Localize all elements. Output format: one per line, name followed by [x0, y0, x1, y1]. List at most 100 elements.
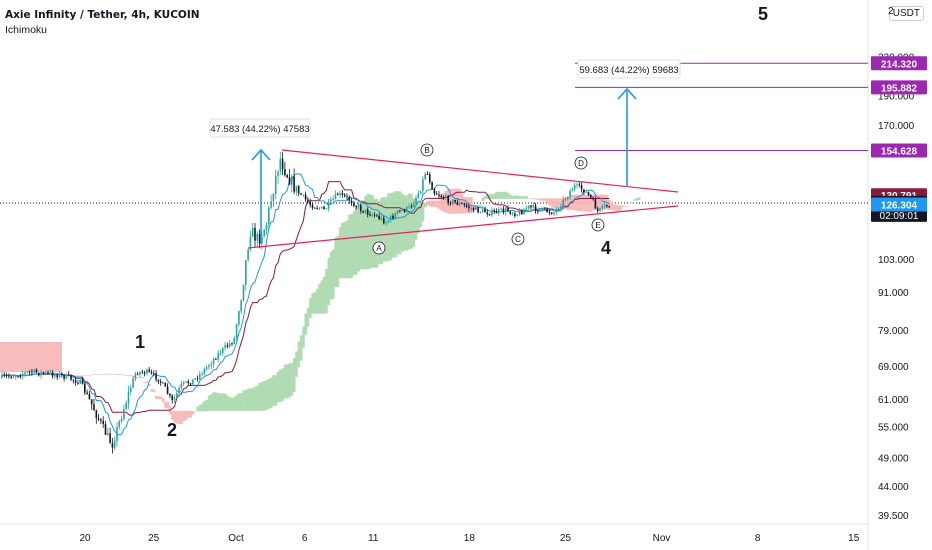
cloud-segment: [585, 194, 588, 212]
cloud-segment: [336, 236, 340, 288]
currency-selector[interactable]: USDT: [888, 6, 924, 21]
cloud-segment: [141, 377, 144, 379]
candle-body: [373, 214, 376, 216]
candle-body: [509, 211, 512, 214]
candle-body: [465, 205, 468, 207]
cloud-segment: [373, 199, 377, 268]
cloud-segment: [203, 400, 206, 412]
cloud-segment: [122, 374, 126, 376]
cloud-segment: [391, 192, 395, 258]
wave-label: 5: [758, 4, 768, 24]
cloud-segment: [85, 375, 89, 376]
candle-body: [534, 205, 537, 212]
time-axis[interactable]: 20 25 Oct 6 11 18 25 Nov 8 15: [79, 533, 859, 544]
candle-body: [429, 174, 431, 183]
candle-body: [187, 381, 190, 384]
wave-label: 1: [135, 332, 145, 352]
indicator-label[interactable]: Ichimoku: [5, 24, 48, 36]
candle-body: [233, 337, 236, 344]
candle-body: [346, 196, 348, 198]
cloud-segment: [499, 191, 503, 199]
cloud-segment: [573, 194, 577, 211]
candle-body: [603, 204, 606, 206]
candle-body: [403, 210, 406, 212]
cloud-segment: [233, 396, 236, 411]
candle-body: [516, 214, 518, 216]
candle-body: [61, 373, 63, 375]
candle-body: [350, 200, 353, 204]
price-axis[interactable]: 39.500 44.000 49.000 55.000 61.000 69.000 79.0…: [871, 6, 927, 522]
candle-body: [77, 382, 79, 384]
cloud-segment: [299, 335, 303, 361]
candle-body: [355, 206, 357, 207]
candle-body: [523, 209, 525, 215]
cloud-segment: [608, 199, 611, 210]
cloud-segment: [191, 410, 195, 415]
candle-body: [26, 371, 29, 373]
cloud-segment: [237, 393, 241, 411]
candle-body: [380, 217, 383, 220]
drawings[interactable]: [247, 62, 868, 249]
cloud-segment: [212, 392, 216, 411]
candle-body: [268, 207, 270, 225]
candle-body: [587, 191, 590, 196]
measure-label-2: 59.683 (44.22%) 59683: [579, 65, 678, 76]
candle-body: [180, 383, 183, 389]
cloud-segment: [534, 198, 538, 200]
candle-body: [438, 194, 440, 197]
candle-body: [150, 371, 153, 374]
candle-body: [311, 204, 314, 208]
candle-body: [357, 205, 360, 207]
candle-body: [394, 213, 397, 219]
cloud-segment: [184, 410, 188, 421]
cloud-segment: [79, 375, 82, 377]
cloud-segment: [433, 200, 436, 208]
candle-body: [93, 404, 95, 411]
candle-body: [410, 206, 413, 208]
cloud-segment: [265, 379, 268, 410]
candle-body: [205, 367, 208, 369]
candle-body: [399, 210, 401, 212]
candle-body: [389, 215, 392, 221]
measure-arrow-2-head: [617, 87, 637, 100]
candle-body: [479, 211, 482, 213]
candle-body: [341, 193, 344, 195]
candle-body: [440, 196, 443, 198]
candle-body: [148, 369, 150, 372]
candle-body: [245, 260, 247, 285]
cloud-segment: [173, 410, 176, 423]
pattern-label-circle: [591, 218, 605, 232]
candle-body: [258, 233, 261, 244]
candle-body: [327, 201, 330, 209]
candle-body: [284, 169, 286, 176]
cloud-segment: [150, 389, 153, 392]
ichimoku-cloud: [0, 188, 641, 425]
cloud-segment: [555, 198, 558, 209]
y-tick-label-partial: 2: [888, 6, 894, 17]
candle-body: [277, 171, 279, 177]
candle-body: [254, 228, 256, 241]
candle-body: [415, 197, 417, 204]
cloud-segment: [244, 390, 248, 411]
candle-body: [343, 194, 346, 197]
candle-body: [155, 373, 157, 380]
measure-label-1: 47.583 (44.22%) 47583: [210, 124, 309, 135]
candle-body: [507, 208, 509, 212]
cloud-segment: [246, 388, 250, 411]
y-tick-label: 61.000: [878, 395, 909, 406]
candle-body: [182, 382, 185, 384]
pattern-label: A: [376, 244, 382, 253]
cloud-segment: [97, 374, 101, 375]
candle-body: [366, 209, 369, 215]
cloud-segment: [210, 393, 213, 411]
candle-body: [178, 388, 180, 394]
cloud-segment: [532, 198, 535, 200]
cloud-segment: [258, 382, 262, 411]
cloud-segment: [83, 375, 87, 376]
cloud-segment: [138, 377, 142, 379]
candle-body: [557, 208, 560, 210]
cloud-segment: [223, 393, 227, 411]
x-tick-label: 25: [148, 533, 160, 544]
cloud-segment: [88, 375, 91, 376]
